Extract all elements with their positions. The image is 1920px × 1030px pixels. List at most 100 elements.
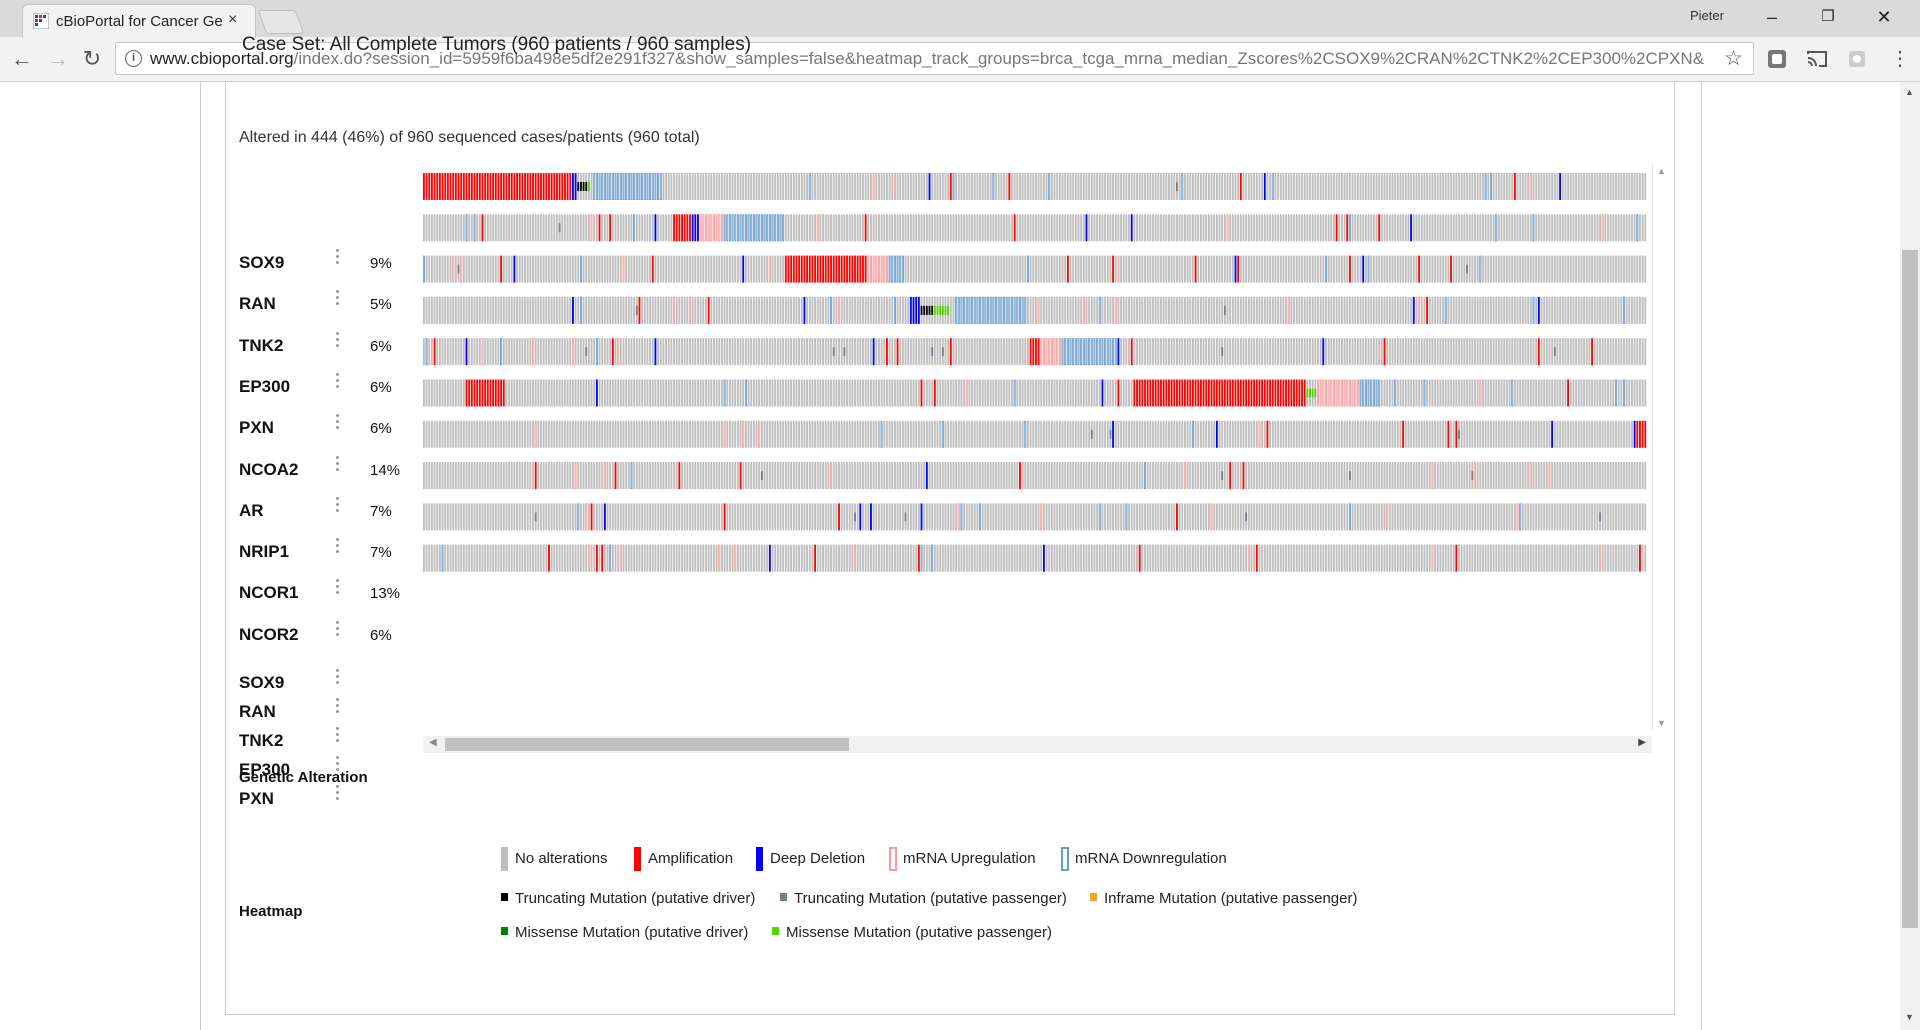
cell-no-alteration [1351, 462, 1354, 490]
cell-mrna-up [867, 255, 870, 283]
cell-no-alteration [1495, 503, 1498, 531]
track-menu-icon[interactable] [336, 496, 340, 515]
cell-mrna-down [635, 173, 638, 201]
cell-no-alteration [534, 255, 537, 283]
track-menu-icon[interactable] [336, 249, 340, 267]
cell-mrna-up [1114, 296, 1117, 324]
cell-no-alteration [1436, 214, 1439, 242]
cell-no-alteration [989, 544, 992, 572]
cell-no-alteration [872, 503, 875, 531]
new-tab-button[interactable] [257, 10, 305, 34]
cell-no-alteration [941, 544, 944, 572]
track-menu-icon[interactable] [336, 372, 340, 391]
profile-name[interactable]: Pieter [1690, 8, 1724, 23]
cell-no-alteration [1615, 255, 1617, 283]
cell-no-alteration [1431, 379, 1434, 407]
cell-no-alteration [1050, 255, 1053, 283]
scroll-up-arrow-icon[interactable]: ▲ [1657, 166, 1666, 176]
minimize-icon[interactable]: – [1766, 7, 1777, 27]
cell-no-alteration [1431, 296, 1434, 324]
track-menu-icon[interactable] [336, 538, 340, 556]
horizontal-scroll-thumb[interactable] [445, 738, 849, 751]
cell-no-alteration [1210, 296, 1213, 324]
bookmark-star-icon[interactable]: ☆ [1724, 47, 1743, 70]
oncoprint-horizontal-scrollbar[interactable]: ◀ ▶ [423, 736, 1652, 753]
cell-no-alteration [1423, 503, 1426, 531]
cell-no-alteration [521, 214, 524, 242]
cast-icon[interactable] [1806, 48, 1828, 70]
cell-amplification [1176, 379, 1178, 407]
menu-icon[interactable]: ⋮ [1890, 48, 1910, 70]
cell-no-alteration [1141, 255, 1144, 283]
cell-no-alteration [1069, 255, 1072, 283]
heatmap-track-menu-icon[interactable] [336, 698, 340, 716]
cell-no-alteration [433, 214, 436, 242]
heatmap-track-menu-icon[interactable] [336, 669, 340, 687]
browser-tab[interactable]: cBioPortal for Cancer Ge × [22, 4, 256, 38]
cell-no-alteration [1548, 173, 1551, 200]
cell-no-alteration [1152, 214, 1154, 242]
cell-no-alteration [526, 420, 529, 448]
cell-no-alteration [1311, 173, 1314, 200]
address-bar[interactable]: i www.cbioportal.org/index.do?session_id… [115, 42, 1754, 75]
cell-no-alteration [1569, 544, 1572, 572]
cell-no-alteration [1492, 255, 1495, 283]
cell-amplification [1253, 379, 1256, 407]
reload-icon[interactable]: ↻ [82, 46, 102, 71]
back-icon[interactable]: ← [11, 46, 33, 71]
track-menu-icon[interactable] [336, 331, 340, 350]
cell-no-alteration [917, 214, 920, 242]
cell-mrna-down [1061, 338, 1064, 366]
cell-no-alteration [1532, 379, 1535, 407]
track-menu-icon[interactable] [336, 290, 340, 308]
cell-no-alteration [468, 338, 471, 366]
cell-no-alteration [1085, 544, 1088, 572]
extension-icon[interactable] [1766, 48, 1788, 70]
cell-no-alteration [1295, 296, 1298, 324]
scroll-left-arrow-icon[interactable]: ◀ [429, 737, 437, 748]
site-info-icon[interactable]: i [125, 50, 142, 67]
cell-no-alteration [1301, 544, 1303, 572]
cell-no-alteration [1311, 503, 1314, 531]
cell-no-alteration [907, 338, 910, 366]
forward-icon[interactable]: → [47, 46, 69, 71]
restore-icon[interactable]: ❐ [1821, 8, 1835, 25]
window-close-icon[interactable]: ✕ [1876, 7, 1892, 27]
cell-deep-deletion [912, 296, 915, 324]
scroll-down-arrow-icon[interactable]: ▼ [1657, 718, 1666, 728]
track-menu-icon[interactable] [336, 455, 340, 474]
url-text[interactable]: www.cbioportal.org/index.do?session_id=5… [150, 49, 1710, 69]
cell-no-alteration [1247, 462, 1250, 490]
extension-icon-2[interactable] [1846, 48, 1868, 70]
track-menu-icon[interactable] [336, 579, 340, 597]
cell-no-alteration [1082, 462, 1085, 490]
cell-no-alteration [1106, 503, 1109, 531]
cell-no-alteration [1045, 420, 1048, 448]
heatmap-track-menu-icon[interactable] [336, 727, 340, 745]
cell-no-alteration [1319, 420, 1322, 448]
cell-no-alteration [643, 503, 646, 531]
cell-no-alteration [1293, 255, 1295, 283]
cell-no-alteration [595, 296, 598, 324]
track-menu-icon[interactable] [336, 414, 340, 432]
cell-no-alteration [856, 296, 859, 324]
cell-no-alteration [1035, 214, 1037, 242]
oncoprint-vertical-scrollbar[interactable] [1652, 164, 1671, 730]
heatmap-track-menu-icon[interactable] [336, 785, 340, 803]
cell-no-alteration [917, 379, 920, 407]
cell-no-alteration [635, 420, 638, 448]
cell-no-alteration [822, 173, 824, 200]
oncoprint-matrix[interactable] [423, 169, 1647, 589]
cell-no-alteration [1577, 296, 1580, 324]
scroll-right-arrow-icon[interactable]: ▶ [1638, 737, 1646, 748]
tab-close-icon[interactable]: × [228, 11, 238, 28]
cell-no-alteration [1436, 462, 1439, 490]
cell-no-alteration [614, 379, 617, 407]
heatmap-track-menu-icon[interactable] [336, 756, 340, 774]
track-menu-icon[interactable] [336, 620, 340, 639]
cell-no-alteration [1450, 503, 1452, 531]
cell-no-alteration [1631, 296, 1633, 324]
cell-no-alteration [1505, 255, 1508, 283]
cell-no-alteration [949, 544, 952, 572]
cell-no-alteration [1537, 544, 1540, 572]
